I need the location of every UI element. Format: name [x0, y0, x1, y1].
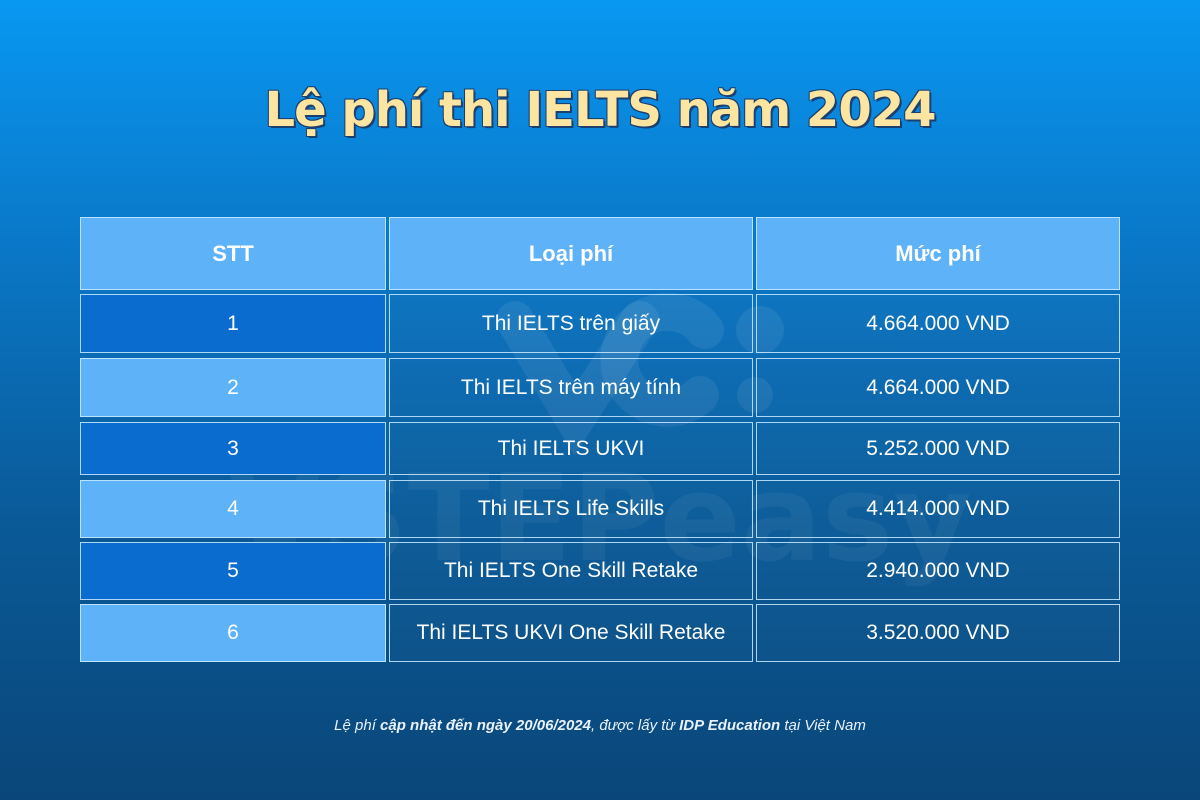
row-2-type: Thi IELTS trên máy tính [389, 358, 753, 417]
row-2-stt: 2 [80, 358, 386, 417]
row-5-stt: 5 [80, 542, 386, 600]
row-1-type: Thi IELTS trên giấy [389, 294, 753, 353]
row-6-type: Thi IELTS UKVI One Skill Retake [389, 604, 753, 662]
row-1-stt: 1 [80, 294, 386, 353]
row-4-stt: 4 [80, 480, 386, 538]
row-5-fee: 2.940.000 VND [756, 542, 1120, 600]
row-1-fee: 4.664.000 VND [756, 294, 1120, 353]
row-3-stt: 3 [80, 422, 386, 475]
row-4-fee: 4.414.000 VND [756, 480, 1120, 538]
header-fee-amount: Mức phí [756, 217, 1120, 290]
row-3-type: Thi IELTS UKVI [389, 422, 753, 475]
footer-note: Lệ phí cập nhật đến ngày 20/06/2024, đượ… [0, 717, 1200, 734]
footer-text-3: tại Việt Nam [780, 717, 866, 734]
row-3-fee: 5.252.000 VND [756, 422, 1120, 475]
header-fee-type: Loại phí [389, 217, 753, 290]
row-6-stt: 6 [80, 604, 386, 662]
row-2-fee: 4.664.000 VND [756, 358, 1120, 417]
row-5-type: Thi IELTS One Skill Retake [389, 542, 753, 600]
footer-update-date: cập nhật đến ngày 20/06/2024 [380, 717, 591, 734]
footer-source: IDP Education [679, 717, 781, 734]
row-4-type: Thi IELTS Life Skills [389, 480, 753, 538]
header-stt: STT [80, 217, 386, 290]
footer-text-1: Lệ phí [334, 717, 381, 734]
page-title: Lệ phí thi IELTS năm 2024 [264, 82, 936, 138]
footer-text-2: , được lấy từ [590, 717, 680, 734]
row-6-fee: 3.520.000 VND [756, 604, 1120, 662]
